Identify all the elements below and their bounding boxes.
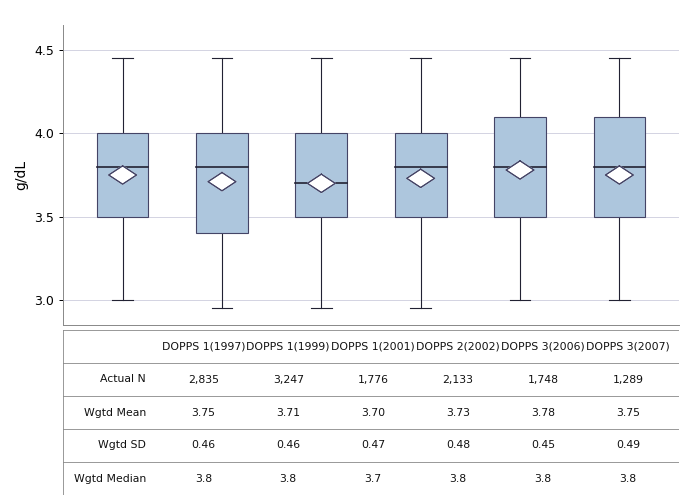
Text: 3.71: 3.71 — [276, 408, 300, 418]
Text: 3.8: 3.8 — [280, 474, 297, 484]
Text: 0.46: 0.46 — [276, 440, 300, 450]
Text: 3,247: 3,247 — [273, 374, 304, 384]
Text: DOPPS 2(2002): DOPPS 2(2002) — [416, 342, 500, 351]
Polygon shape — [407, 169, 435, 188]
Text: 3.78: 3.78 — [531, 408, 555, 418]
Text: 3.75: 3.75 — [191, 408, 216, 418]
Text: 3.75: 3.75 — [616, 408, 640, 418]
Text: Wgtd Median: Wgtd Median — [74, 474, 146, 484]
Polygon shape — [606, 166, 634, 184]
Bar — [97, 134, 148, 216]
Text: 1,289: 1,289 — [612, 374, 643, 384]
Text: 3.8: 3.8 — [449, 474, 467, 484]
Text: 3.8: 3.8 — [620, 474, 636, 484]
Polygon shape — [208, 172, 236, 191]
Text: 2,133: 2,133 — [442, 374, 474, 384]
Text: 3.70: 3.70 — [361, 408, 385, 418]
Bar — [395, 134, 447, 216]
Bar — [295, 134, 347, 216]
Bar — [594, 116, 645, 216]
Polygon shape — [506, 161, 534, 179]
Text: DOPPS 1(1997): DOPPS 1(1997) — [162, 342, 245, 351]
Text: 1,776: 1,776 — [358, 374, 388, 384]
Text: DOPPS 1(2001): DOPPS 1(2001) — [331, 342, 415, 351]
Text: 0.47: 0.47 — [361, 440, 385, 450]
Text: Actual N: Actual N — [100, 374, 146, 384]
Polygon shape — [108, 166, 136, 184]
Bar — [196, 134, 248, 234]
Text: Wgtd Mean: Wgtd Mean — [84, 408, 146, 418]
Text: DOPPS 1(1999): DOPPS 1(1999) — [246, 342, 330, 351]
Text: 3.8: 3.8 — [195, 474, 212, 484]
Text: DOPPS 3(2007): DOPPS 3(2007) — [586, 342, 670, 351]
Text: 3.8: 3.8 — [535, 474, 552, 484]
Text: 0.46: 0.46 — [191, 440, 216, 450]
Text: 2,835: 2,835 — [188, 374, 219, 384]
Text: 3.73: 3.73 — [446, 408, 470, 418]
Text: 0.48: 0.48 — [446, 440, 470, 450]
Text: Wgtd SD: Wgtd SD — [98, 440, 146, 450]
Text: 3.7: 3.7 — [365, 474, 382, 484]
Text: DOPPS 3(2006): DOPPS 3(2006) — [501, 342, 585, 351]
Text: 0.45: 0.45 — [531, 440, 555, 450]
Bar — [494, 116, 546, 216]
Text: 0.49: 0.49 — [616, 440, 640, 450]
Text: 1,748: 1,748 — [528, 374, 559, 384]
Y-axis label: g/dL: g/dL — [15, 160, 29, 190]
Polygon shape — [307, 174, 335, 193]
